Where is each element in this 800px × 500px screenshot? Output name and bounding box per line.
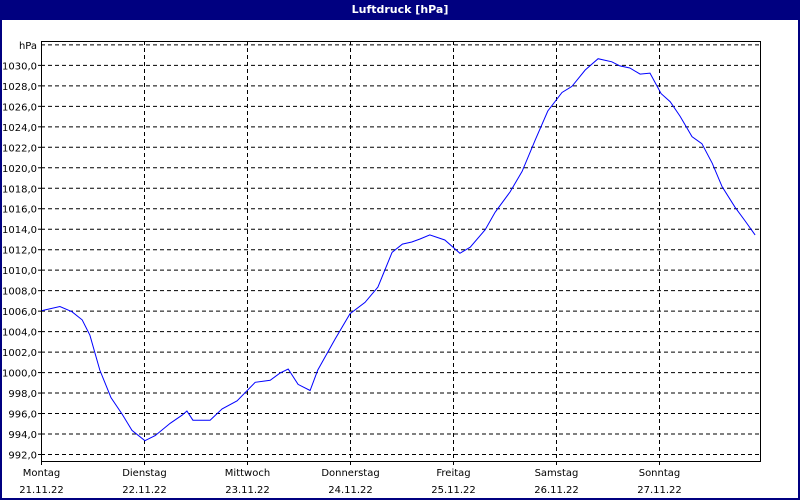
x-tick-date-label: 23.11.22 <box>225 485 270 496</box>
x-tick-date-label: 22.11.22 <box>122 485 167 496</box>
x-tick-date-label: 26.11.22 <box>534 485 579 496</box>
y-tick-label: 1030,0 <box>2 61 37 72</box>
x-tick-day-label: Mittwoch <box>225 468 270 479</box>
window-title: Luftdruck [hPa] <box>0 0 800 20</box>
x-tick-day-label: Donnerstag <box>321 468 379 479</box>
y-tick-label: 1008,0 <box>2 287 37 298</box>
y-tick-label: 1002,0 <box>2 348 37 359</box>
y-tick-label: 1006,0 <box>2 307 37 318</box>
x-tick-date-label: 21.11.22 <box>19 485 64 496</box>
pressure-series-line <box>41 58 756 442</box>
y-tick-label: 1004,0 <box>2 328 37 339</box>
y-tick-label: 1028,0 <box>2 82 37 93</box>
y-tick-label: 1016,0 <box>2 205 37 216</box>
x-tick-day-label: Freitag <box>436 468 470 479</box>
x-tick-date-label: 24.11.22 <box>328 485 373 496</box>
y-tick-label: 1012,0 <box>2 246 37 257</box>
y-tick-label: 998,0 <box>8 389 37 400</box>
y-axis-unit-label: hPa <box>19 41 37 52</box>
y-tick-label: 1026,0 <box>2 102 37 113</box>
y-tick-label: 1000,0 <box>2 369 37 380</box>
y-tick-label: 1022,0 <box>2 143 37 154</box>
y-tick-label: 1010,0 <box>2 266 37 277</box>
x-tick-day-label: Sonntag <box>639 468 681 479</box>
x-tick-date-label: 27.11.22 <box>637 485 682 496</box>
x-tick-date-label: 25.11.22 <box>431 485 476 496</box>
x-tick-day-label: Dienstag <box>122 468 167 479</box>
x-tick-day-label: Samstag <box>535 468 579 479</box>
y-tick-label: 1024,0 <box>2 123 37 134</box>
y-tick-label: 996,0 <box>8 410 37 421</box>
x-tick-day-label: Montag <box>23 468 60 479</box>
y-tick-label: 992,0 <box>8 451 37 462</box>
y-tick-label: 994,0 <box>8 430 37 441</box>
y-tick-label: 1020,0 <box>2 164 37 175</box>
y-tick-label: 1014,0 <box>2 225 37 236</box>
y-tick-label: 1018,0 <box>2 184 37 195</box>
